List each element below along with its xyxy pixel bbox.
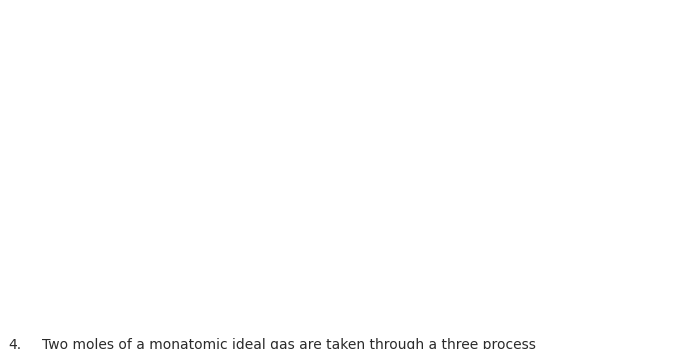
Text: 4.: 4. [8,338,21,349]
Text: Two moles of a monatomic ideal gas are taken through a three process: Two moles of a monatomic ideal gas are t… [42,338,536,349]
